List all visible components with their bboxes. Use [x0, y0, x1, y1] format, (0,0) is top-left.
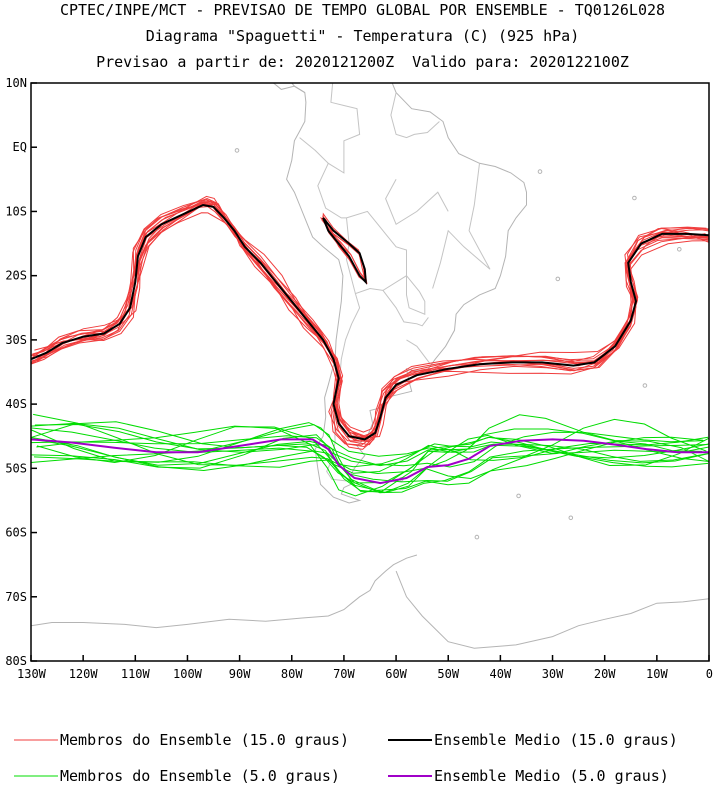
- lon-tick-label: 50W: [437, 667, 459, 681]
- lon-tick-label: 10W: [646, 667, 668, 681]
- ensemble-member-5-line: [31, 422, 705, 468]
- lon-tick-label: 120W: [69, 667, 99, 681]
- island: [537, 169, 543, 174]
- chart-title-line2: Diagrama "Spaguetti" - Temperatura (C) (…: [145, 27, 580, 45]
- country-border: [299, 83, 361, 174]
- ensemble-member-15-line: [31, 203, 706, 439]
- lon-tick-label: 40W: [490, 667, 512, 681]
- ensemble-member-5-line: [31, 424, 709, 491]
- legend-label: Ensemble Medio (5.0 graus): [434, 767, 669, 785]
- ensemble-member-15-line: [34, 198, 708, 446]
- continent-outlines: [31, 0, 709, 649]
- island: [234, 148, 240, 153]
- lat-tick-label: 40S: [5, 397, 27, 411]
- legend: Membros do Ensemble (15.0 graus) Ensemble…: [14, 731, 678, 785]
- lat-tick-label: EQ: [13, 140, 27, 154]
- ensemble-means: [31, 203, 709, 485]
- country-border: [406, 275, 426, 315]
- ensemble-mean-5-line: [31, 438, 709, 485]
- antarctica-coast-west: [31, 554, 418, 629]
- ensemble-member-15-line: [32, 202, 707, 443]
- island: [642, 383, 648, 388]
- ensemble-member-5-line: [31, 437, 709, 467]
- lat-tick-label: 60S: [5, 526, 27, 540]
- ensemble-mean-15-line: [322, 217, 368, 285]
- legend-label: Ensemble Medio (15.0 graus): [434, 731, 678, 749]
- ensemble-member-15-line: [31, 204, 709, 442]
- ensemble-member-5-line: [33, 413, 709, 468]
- lon-tick-label: 90W: [229, 667, 251, 681]
- lon-tick-label: 60W: [385, 667, 407, 681]
- legend-label: Membros do Ensemble (15.0 graus): [60, 731, 349, 749]
- ensemble-member-15-line: [31, 205, 709, 446]
- island: [632, 195, 637, 201]
- antarctica-coast-east: [395, 570, 709, 649]
- ensemble-member-5-line: [31, 435, 708, 494]
- lon-tick-label: 100W: [173, 667, 203, 681]
- country-border: [390, 92, 440, 139]
- lat-tick-label: 10S: [5, 204, 27, 218]
- lon-tick-label: 20W: [594, 667, 616, 681]
- ensemble-member-15-line: [32, 203, 709, 437]
- caribbean-islands: [292, 0, 365, 29]
- ensemble-member-15-line: [35, 199, 709, 442]
- ensemble-member-5-line: [31, 414, 709, 493]
- country-border: [432, 163, 491, 289]
- ensemble-member-15-line: [31, 201, 709, 438]
- ensemble-mean-15-line: [31, 203, 709, 441]
- lat-tick-label: 10N: [5, 76, 27, 90]
- lat-tick-label: 70S: [5, 590, 27, 604]
- lon-tick-label: 70W: [333, 667, 355, 681]
- island: [568, 515, 574, 521]
- ensemble-member-5-line: [33, 422, 709, 468]
- ensemble-member-15-line: [36, 197, 709, 438]
- lat-tick-label: 80S: [5, 654, 27, 668]
- country-border: [406, 339, 431, 365]
- plot-frame: [30, 82, 710, 662]
- ensemble-member-15-line: [31, 212, 709, 442]
- ensemble-member-5-line: [36, 425, 709, 497]
- ensemble-member-5-line: [34, 423, 709, 484]
- lon-tick-label: 0: [706, 667, 713, 681]
- legend-label: Membros do Ensemble (5.0 graus): [60, 767, 340, 785]
- lon-tick-label: 110W: [121, 667, 151, 681]
- ensemble-member-15-line: [32, 195, 709, 433]
- lon-tick-label: 80W: [281, 667, 303, 681]
- island: [555, 276, 561, 282]
- country-border: [385, 179, 449, 226]
- chart-title-line3: Previsao a partir de: 2020121200Z Valido…: [96, 53, 629, 71]
- country-border: [317, 163, 347, 219]
- ensemble-member-5-line: [31, 436, 703, 480]
- central-america-coast: [272, 83, 306, 94]
- ensemble-member-5-line: [31, 434, 703, 483]
- ensemble-members-5: [31, 413, 709, 497]
- lon-tick-label: 30W: [542, 667, 564, 681]
- lon-tick-label: 130W: [17, 667, 47, 681]
- lat-tick-label: 50S: [5, 461, 27, 475]
- chart-title-line1: CPTEC/INPE/MCT - PREVISAO DE TEMPO GLOBA…: [59, 1, 666, 19]
- country-border: [382, 290, 429, 327]
- island: [677, 247, 682, 252]
- lat-tick-label: 20S: [5, 269, 27, 283]
- ensemble-member-15-line: [31, 200, 709, 439]
- lat-tick-label: 30S: [5, 333, 27, 347]
- island: [474, 534, 480, 540]
- island: [516, 493, 521, 499]
